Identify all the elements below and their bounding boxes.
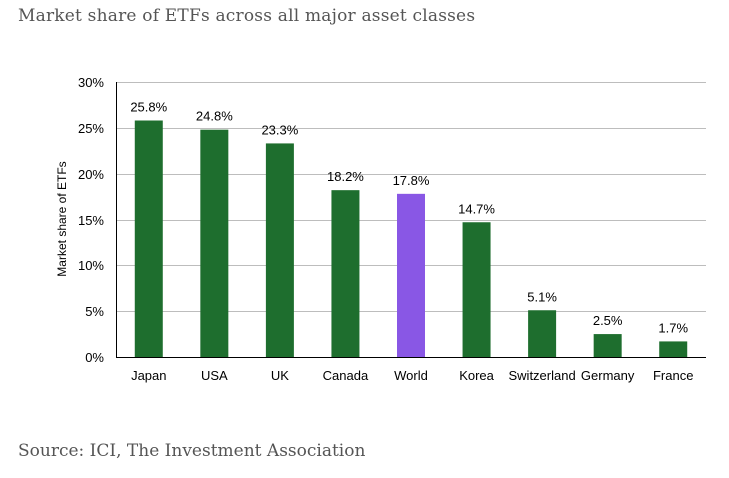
bar-korea <box>462 222 491 357</box>
data-label: 24.8% <box>196 109 233 124</box>
bar-canada <box>331 190 360 357</box>
bar-usa <box>200 129 229 357</box>
x-tick-label: Switzerland <box>509 368 576 383</box>
y-tick-label: 30% <box>78 75 104 90</box>
x-axis-tick-labels: Japan USA UK Canada World Korea Switzerland Ger… <box>131 368 693 383</box>
x-tick-label: Korea <box>459 368 494 383</box>
y-tick-label: 25% <box>78 121 104 136</box>
chart-title: Market share of ETFs across all major as… <box>18 6 476 26</box>
bar-france <box>659 341 688 357</box>
data-label: 5.1% <box>527 289 557 304</box>
y-tick-label: 10% <box>78 258 104 273</box>
x-tick-label: Canada <box>323 368 369 383</box>
bar-world <box>397 193 425 357</box>
bar-germany <box>593 334 622 357</box>
bar-uk <box>265 143 294 357</box>
x-tick-label: Japan <box>131 368 166 383</box>
y-tick-label: 15% <box>78 213 104 228</box>
data-label: 14.7% <box>458 201 495 216</box>
y-axis-title: Market share of ETFs <box>55 161 69 276</box>
data-labels: 25.8% 24.8% 23.3% 18.2% 17.8% 14.7% 5.1% 2.5% 1.… <box>130 100 688 336</box>
bar-switzerland <box>528 310 557 357</box>
x-tick-label: USA <box>201 368 228 383</box>
data-label: 17.8% <box>393 173 430 188</box>
bars <box>134 120 688 357</box>
y-tick-label: 20% <box>78 167 104 182</box>
x-tick-label: UK <box>271 368 289 383</box>
data-label: 2.5% <box>593 313 623 328</box>
y-tick-label: 0% <box>85 350 104 365</box>
x-tick-label: France <box>653 368 693 383</box>
y-axis-tick-labels: 0% 5% 10% 15% 20% 25% 30% <box>78 75 104 365</box>
data-label: 23.3% <box>261 122 298 137</box>
x-tick-label: Germany <box>581 368 635 383</box>
data-label: 18.2% <box>327 169 364 184</box>
x-tick-label: World <box>394 368 428 383</box>
chart-source: Source: ICI, The Investment Association <box>18 441 366 461</box>
data-label: 1.7% <box>658 320 688 335</box>
bar-japan <box>134 120 163 357</box>
y-tick-label: 5% <box>85 304 104 319</box>
data-label: 25.8% <box>130 100 167 115</box>
